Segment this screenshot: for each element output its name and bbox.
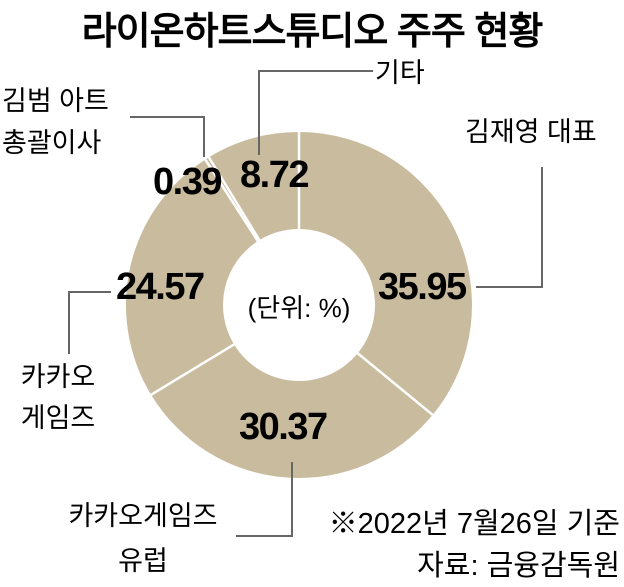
segment-value-art-director: 0.39 [153, 161, 222, 203]
donut-divider-1 [356, 351, 435, 417]
callout-label-kakao-games-line2: 게임즈 [20, 403, 96, 433]
donut-slice-1 [151, 344, 433, 479]
donut-divider-2 [149, 342, 236, 397]
callout-line-kakao-games [68, 291, 111, 354]
callout-label-art-director: 김범 아트 총괄이사 [2, 80, 109, 164]
callout-line-etc [258, 70, 373, 155]
segment-value-ceo: 35.95 [378, 266, 467, 308]
donut-slice-2 [125, 159, 258, 395]
donut-divider-3 [203, 158, 260, 243]
callout-label-art-director-line2: 총괄이사 [2, 128, 102, 158]
callout-label-kakao-games-europe: 카카오게임즈 유럽 [43, 494, 243, 584]
donut-divider-4 [207, 155, 262, 242]
donut-divider-lines-layer [149, 131, 435, 417]
donut-slice-0 [299, 132, 473, 415]
footnote: ※2022년 7월26일 기준 자료: 금융감독원 [329, 503, 620, 587]
donut-slice-4 [208, 132, 299, 241]
unit-label: (단위: %) [247, 293, 351, 323]
callout-label-kakao-games: 카카오 게임즈 [8, 357, 108, 439]
footnote-date: ※2022년 7월26일 기준 [328, 508, 620, 540]
segment-value-kakao-games: 24.57 [116, 266, 205, 308]
callout-line-kakao-eu [236, 462, 293, 537]
callout-label-kakao-games-europe-line2: 유럽 [118, 546, 168, 576]
callout-label-ceo: 김재영 대표 [465, 117, 597, 147]
callout-label-art-director-line1: 김범 아트 [2, 86, 109, 116]
callout-label-kakao-games-line1: 카카오 [20, 362, 96, 392]
callout-label-kakao-games-europe-line1: 카카오게임즈 [68, 501, 218, 531]
callout-line-ceo [476, 167, 543, 288]
callout-label-etc: 기타 [375, 58, 425, 88]
segment-value-kakao-games-europe: 30.37 [239, 406, 328, 448]
chart-title: 라이온하트스튜디오 주주 현황 [81, 11, 544, 53]
callout-line-art-director [130, 116, 205, 157]
footnote-source: 자료: 금융감독원 [417, 550, 620, 582]
segment-value-etc: 8.72 [240, 154, 309, 196]
